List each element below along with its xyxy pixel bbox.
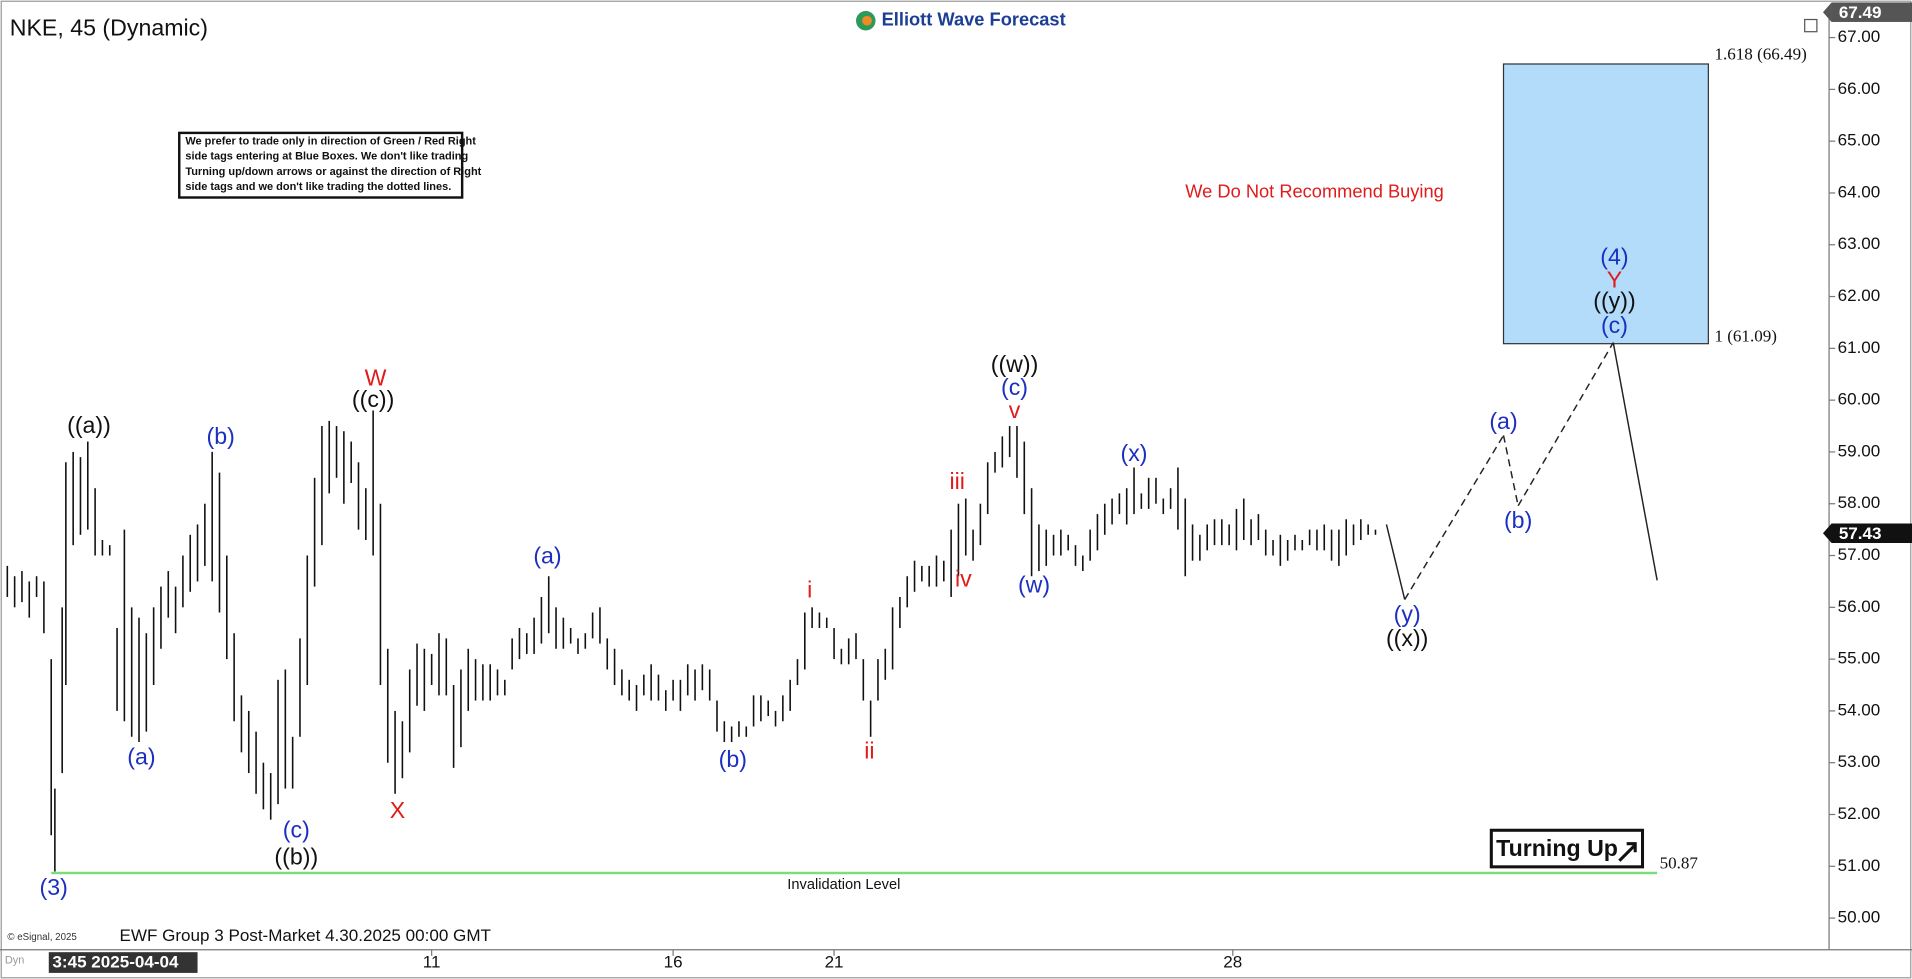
projection-segment xyxy=(1612,342,1658,581)
wave-label: i xyxy=(807,576,812,602)
wave-label: (x) xyxy=(1121,440,1148,466)
box-label: 1.618 (66.49) xyxy=(1714,44,1806,63)
x-tick-label: 11 xyxy=(423,953,441,972)
top-price: 67.49 xyxy=(1839,3,1882,22)
y-tick-label: 53.00 xyxy=(1838,752,1881,771)
invalidation-text: Invalidation Level xyxy=(787,877,900,893)
y-tick-label: 66.00 xyxy=(1838,79,1881,98)
y-tick-label: 58.00 xyxy=(1838,493,1881,512)
y-tick-label: 64.00 xyxy=(1838,182,1881,201)
note-line: side tags and we don't like trading the … xyxy=(185,181,451,193)
wave-label: W xyxy=(365,364,387,390)
wave-label: (b) xyxy=(1504,507,1532,533)
brand-logo-inner xyxy=(862,15,872,26)
corner-label: Dyn xyxy=(5,955,25,967)
note-line: Turning up/down arrows or against the di… xyxy=(185,166,481,178)
wave-label: v xyxy=(1009,397,1021,423)
signal-box xyxy=(1489,828,1645,869)
wave-label: (y) xyxy=(1394,601,1421,627)
wave-label: ii xyxy=(864,737,874,763)
footer: EWF Group 3 Post-Market 4.30.2025 00:00 … xyxy=(120,926,492,945)
wave-label: (b) xyxy=(207,423,235,449)
wave-label: iv xyxy=(955,565,972,591)
wave-label: Y xyxy=(1607,267,1622,293)
wave-label: (a) xyxy=(533,542,561,568)
chart-title: NKE, 45 (Dynamic) xyxy=(10,14,208,40)
y-tick-label: 63.00 xyxy=(1838,234,1881,253)
y-tick-label: 55.00 xyxy=(1838,649,1881,668)
signal: Turning Up xyxy=(1496,835,1618,861)
start-label-bg xyxy=(48,952,198,973)
last-price: 57.43 xyxy=(1839,524,1882,543)
target-box xyxy=(1502,63,1709,345)
note-box xyxy=(178,131,464,199)
last-price-bg xyxy=(1831,523,1912,544)
y-tick-label: 65.00 xyxy=(1838,131,1881,150)
panel-icon[interactable] xyxy=(1804,18,1818,33)
x-tick-label: 21 xyxy=(825,953,844,972)
projection-segment xyxy=(1404,434,1505,600)
projection-segment xyxy=(1385,524,1406,600)
projection-segment xyxy=(1517,342,1614,507)
wave-label: ((x)) xyxy=(1386,625,1428,651)
invalidation-label: 50.87 xyxy=(1660,853,1699,872)
wave-label: (c) xyxy=(1601,312,1628,338)
start-label: 3:45 2025-04-04 xyxy=(52,953,179,972)
wave-label: (3) xyxy=(39,874,67,900)
wave-label: ((b)) xyxy=(274,843,318,869)
wave-label: (b) xyxy=(719,746,747,772)
y-tick-label: 62.00 xyxy=(1838,286,1881,305)
copyright: © eSignal, 2025 xyxy=(7,932,77,943)
y-tick-label: 59.00 xyxy=(1838,441,1881,460)
wave-label: (c) xyxy=(1001,374,1028,400)
brand: Elliott Wave Forecast xyxy=(882,9,1066,30)
note-line: side tags entering at Blue Boxes. We don… xyxy=(185,151,468,163)
wave-label: X xyxy=(390,797,405,823)
warning: We Do Not Recommend Buying xyxy=(1185,180,1444,201)
y-tick-label: 56.00 xyxy=(1838,597,1881,616)
wave-label: ((a)) xyxy=(67,412,111,438)
wave-label: ((c)) xyxy=(352,386,394,412)
wave-label: (a) xyxy=(127,743,155,769)
top-price-pointer xyxy=(1822,2,1832,22)
wave-label: iii xyxy=(950,468,965,494)
wave-label: ((w)) xyxy=(991,351,1039,377)
y-tick-label: 61.00 xyxy=(1838,338,1881,357)
box-label: 1 (61.09) xyxy=(1714,327,1777,346)
x-tick-label: 16 xyxy=(664,953,683,972)
wave-label: (w) xyxy=(1018,572,1050,598)
signal-arrow xyxy=(1618,842,1637,862)
y-tick-label: 52.00 xyxy=(1838,804,1881,823)
y-tick-label: 67.00 xyxy=(1838,27,1881,46)
x-tick-label: 28 xyxy=(1223,953,1242,972)
top-price-bg xyxy=(1831,2,1912,22)
wave-label: (4) xyxy=(1600,244,1628,270)
last-price-pointer xyxy=(1822,523,1832,544)
y-tick-label: 54.00 xyxy=(1838,700,1881,719)
y-tick-label: 60.00 xyxy=(1838,390,1881,409)
wave-label: (a) xyxy=(1489,408,1517,434)
note-line: We prefer to trade only in direction of … xyxy=(185,135,476,147)
y-tick-label: 50.00 xyxy=(1838,908,1881,927)
wave-label: (c) xyxy=(283,817,310,843)
y-tick-label: 57.00 xyxy=(1838,545,1881,564)
y-tick-label: 51.00 xyxy=(1838,856,1881,875)
wave-label: ((y)) xyxy=(1593,287,1635,313)
